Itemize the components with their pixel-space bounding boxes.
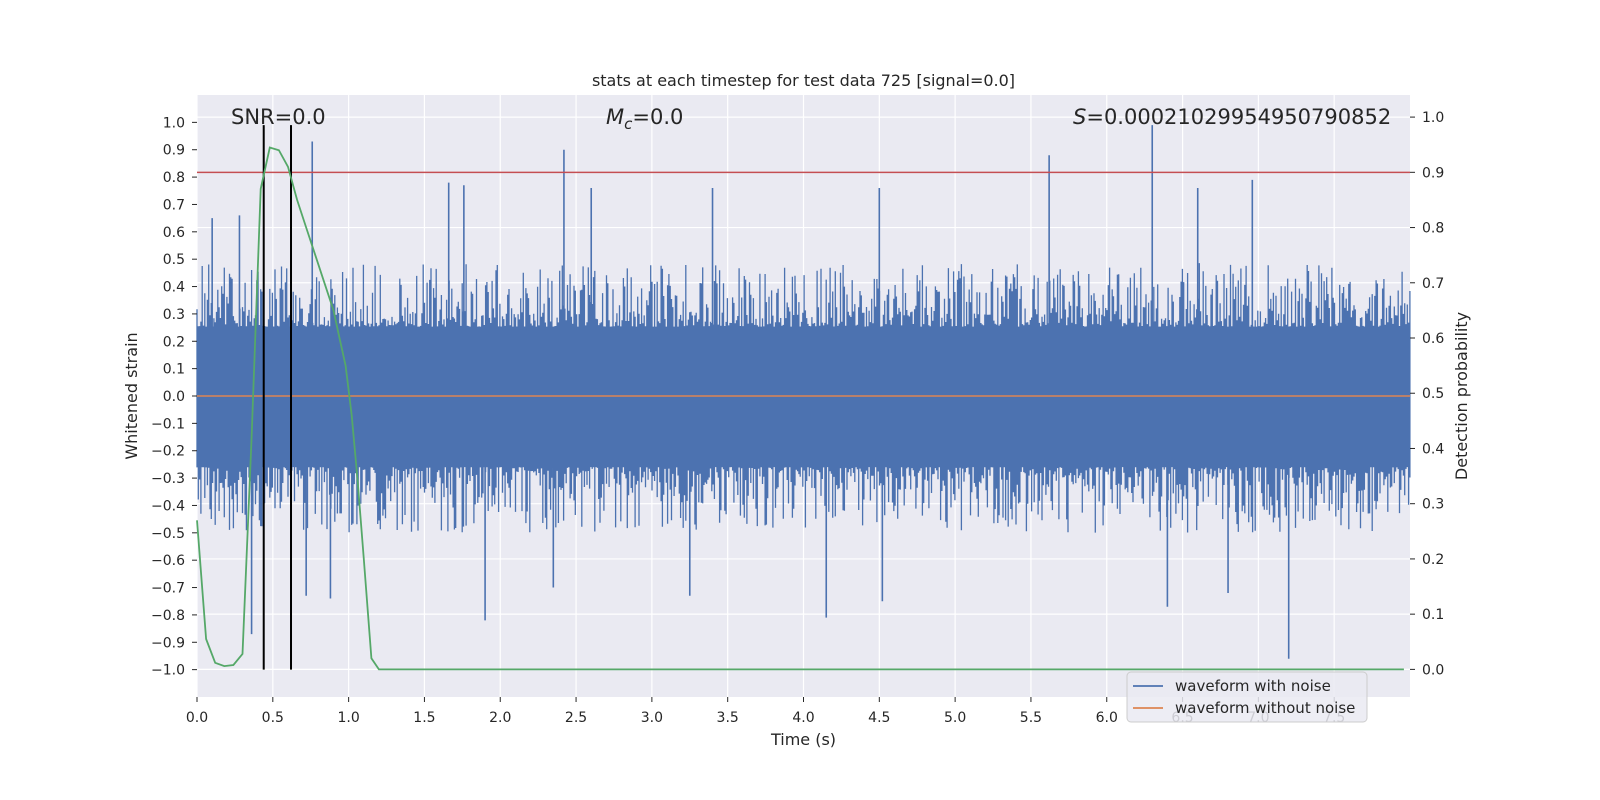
x-tick-label: 5.5 — [1020, 710, 1042, 726]
x-tick-label: 3.0 — [641, 710, 663, 726]
x-tick-label: 3.5 — [717, 710, 739, 726]
y-axis-label-left: Whitened strain — [122, 332, 141, 459]
y-axis-label-right: Detection probability — [1452, 312, 1471, 480]
y-tick-label-right: 0.3 — [1422, 497, 1444, 513]
x-tick-label: 1.5 — [413, 710, 435, 726]
mc-symbol: M — [606, 105, 624, 129]
y-tick-label-left: 0.9 — [163, 143, 185, 159]
y-tick-label-left: −0.1 — [151, 416, 185, 432]
x-tick-label: 6.0 — [1096, 710, 1118, 726]
y-tick-label-right: 0.5 — [1422, 386, 1444, 402]
ticks: 0.00.51.01.52.02.53.03.54.04.55.05.56.06… — [151, 110, 1444, 726]
x-tick-label: 0.0 — [186, 710, 208, 726]
snr-annotation: SNR=0.0 — [231, 105, 326, 129]
mc-subscript: c — [624, 115, 633, 133]
y-tick-label-left: −0.6 — [151, 553, 185, 569]
s-value: =0.00021029954950790852 — [1086, 105, 1391, 129]
y-tick-label-left: −0.7 — [151, 581, 185, 597]
y-tick-label-left: 1.0 — [163, 115, 185, 131]
x-tick-label: 4.5 — [868, 710, 890, 726]
detection-probability-line — [196, 146, 1404, 671]
y-tick-label-right: 0.0 — [1422, 662, 1444, 678]
y-tick-label-left: 0.3 — [163, 307, 185, 323]
y-tick-label-right: 0.8 — [1422, 221, 1444, 237]
legend-label: waveform without noise — [1175, 699, 1355, 717]
y-tick-label-right: 0.1 — [1422, 607, 1444, 623]
y-tick-label-left: 0.1 — [163, 362, 185, 378]
mc-annotation: Mc=0.0 — [606, 105, 683, 133]
y-tick-label-left: −0.2 — [151, 444, 185, 460]
y-tick-label-left: 0.6 — [163, 225, 185, 241]
y-tick-label-left: 0.2 — [163, 334, 185, 350]
legend: waveform with noise waveform without nois… — [1126, 671, 1368, 723]
y-tick-label-right: 0.2 — [1422, 552, 1444, 568]
x-tick-label: 2.5 — [565, 710, 587, 726]
noise-waveform-line — [196, 263, 1411, 533]
y-tick-label-right: 0.9 — [1422, 165, 1444, 181]
y-tick-label-left: −0.5 — [151, 526, 185, 542]
y-tick-label-left: 0.5 — [163, 252, 185, 268]
x-tick-label: 0.5 — [262, 710, 284, 726]
x-axis-label: Time (s) — [770, 730, 836, 749]
y-tick-label-left: −0.4 — [151, 498, 185, 514]
y-tick-label-left: −1.0 — [151, 663, 185, 679]
legend-label: waveform with noise — [1175, 677, 1331, 695]
s-annotation: S=0.00021029954950790852 — [1073, 105, 1391, 129]
y-tick-label-right: 0.4 — [1422, 441, 1444, 457]
x-tick-label: 1.0 — [337, 710, 359, 726]
noise-series — [196, 125, 1411, 659]
y-tick-label-right: 1.0 — [1422, 110, 1444, 126]
chart-title: stats at each timestep for test data 725… — [592, 71, 1015, 90]
y-tick-label-left: −0.9 — [151, 635, 185, 651]
y-tick-label-right: 0.6 — [1422, 331, 1444, 347]
legend-box — [1126, 671, 1368, 723]
y-tick-label-left: 0.0 — [163, 389, 185, 405]
y-tick-label-left: 0.4 — [163, 280, 185, 296]
s-symbol: S — [1073, 105, 1086, 129]
y-tick-label-right: 0.7 — [1422, 276, 1444, 292]
x-tick-label: 2.0 — [489, 710, 511, 726]
x-tick-label: 5.0 — [944, 710, 966, 726]
y-tick-label-left: 0.7 — [163, 197, 185, 213]
y-tick-label-left: −0.8 — [151, 608, 185, 624]
mc-value: =0.0 — [632, 105, 683, 129]
x-tick-label: 4.0 — [792, 710, 814, 726]
overlay-series — [196, 125, 1410, 671]
y-tick-label-left: 0.8 — [163, 170, 185, 186]
y-tick-label-left: −0.3 — [151, 471, 185, 487]
